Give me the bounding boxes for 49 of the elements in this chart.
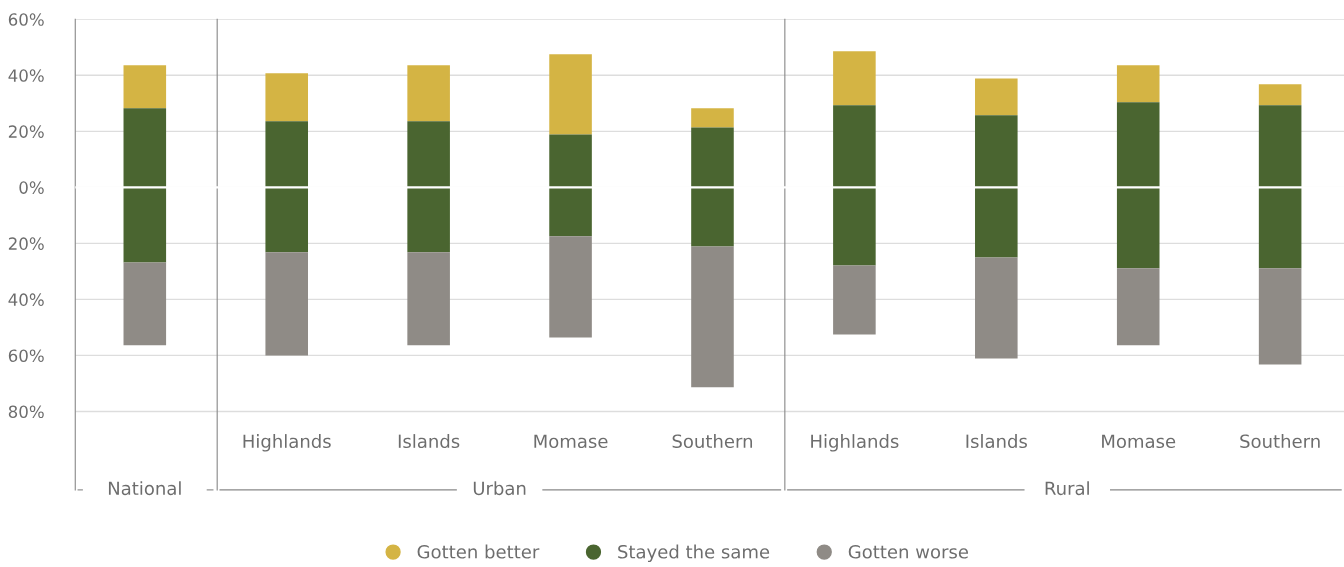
x-tick-label: Momase	[1102, 434, 1176, 449]
x-tick-label: Islands	[398, 434, 460, 449]
bar	[123, 108, 167, 263]
bar	[1116, 268, 1160, 346]
y-tick-label: 0%	[19, 181, 44, 194]
y-tick-label: 40%	[8, 293, 44, 306]
bar	[265, 121, 309, 253]
bar	[407, 65, 450, 122]
bar	[975, 78, 1018, 116]
bar	[265, 73, 309, 122]
bar	[975, 115, 1018, 258]
bar	[123, 262, 167, 346]
x-tick-label: Southern	[1240, 434, 1320, 449]
bar	[549, 54, 592, 135]
y-tick-label: 40%	[8, 69, 44, 82]
x-tick-label: Highlands	[243, 434, 331, 452]
legend-label: Gotten worse	[848, 544, 969, 559]
bar	[1116, 102, 1160, 269]
bar	[123, 65, 167, 109]
x-tick-label: Southern	[672, 434, 752, 449]
bar	[833, 51, 876, 106]
bar	[549, 134, 592, 237]
bar	[833, 105, 876, 266]
bar	[975, 257, 1018, 359]
y-tick-label: 60%	[8, 349, 44, 362]
bar	[691, 108, 734, 128]
y-tick-label: 20%	[8, 125, 44, 138]
annotation: National	[108, 481, 181, 496]
legend-label: Stayed the same	[618, 544, 770, 563]
annotation: Rural	[1045, 481, 1089, 496]
bar	[265, 252, 309, 356]
bar	[1116, 65, 1160, 103]
y-tick-label: 60%	[8, 13, 44, 26]
y-tick-label: 80%	[8, 405, 44, 419]
x-tick-label: Islands	[966, 434, 1027, 449]
bar	[407, 121, 450, 253]
y-tick-label: 20%	[8, 237, 44, 250]
x-tick-label: Highlands	[811, 434, 899, 452]
bar	[1258, 268, 1302, 365]
bar	[407, 252, 450, 346]
bar	[549, 236, 592, 338]
bar	[1258, 105, 1302, 269]
bar	[691, 246, 734, 388]
x-tick-label: Momase	[534, 434, 608, 449]
bar	[691, 127, 734, 247]
annotation: Urban	[473, 481, 526, 496]
bar	[833, 265, 876, 335]
bar	[1258, 84, 1302, 106]
legend-label: Gotten better	[417, 544, 540, 559]
